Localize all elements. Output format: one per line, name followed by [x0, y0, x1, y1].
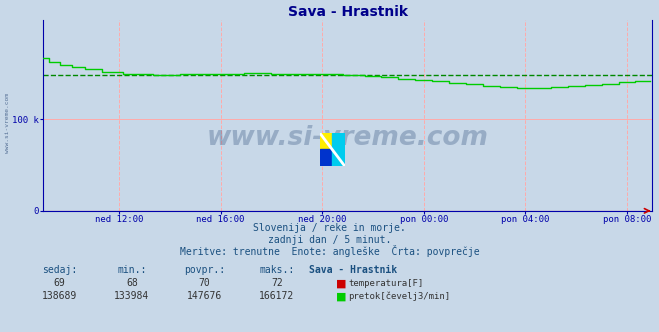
Title: Sava - Hrastnik: Sava - Hrastnik — [287, 5, 408, 19]
Text: Meritve: trenutne  Enote: angleške  Črta: povprečje: Meritve: trenutne Enote: angleške Črta: … — [180, 245, 479, 257]
Text: zadnji dan / 5 minut.: zadnji dan / 5 minut. — [268, 235, 391, 245]
Text: 147676: 147676 — [186, 291, 222, 301]
Text: 69: 69 — [53, 278, 65, 288]
Text: 133984: 133984 — [114, 291, 150, 301]
Text: ■: ■ — [336, 278, 347, 288]
Text: www.si-vreme.com: www.si-vreme.com — [5, 93, 11, 153]
Text: 138689: 138689 — [42, 291, 77, 301]
Text: pretok[čevelj3/min]: pretok[čevelj3/min] — [348, 292, 450, 301]
Text: maks.:: maks.: — [259, 265, 295, 275]
Text: ■: ■ — [336, 291, 347, 301]
Text: www.si-vreme.com: www.si-vreme.com — [207, 125, 488, 151]
Text: Slovenija / reke in morje.: Slovenija / reke in morje. — [253, 223, 406, 233]
Text: sedaj:: sedaj: — [42, 265, 77, 275]
Text: povpr.:: povpr.: — [184, 265, 225, 275]
Bar — [332, 149, 345, 166]
Bar — [320, 149, 332, 166]
Text: 68: 68 — [126, 278, 138, 288]
Bar — [332, 133, 345, 149]
Text: temperatura[F]: temperatura[F] — [348, 279, 423, 288]
Text: min.:: min.: — [117, 265, 146, 275]
Text: 166172: 166172 — [259, 291, 295, 301]
Text: 70: 70 — [198, 278, 210, 288]
Bar — [320, 133, 332, 149]
Text: Sava - Hrastnik: Sava - Hrastnik — [308, 265, 397, 275]
Text: 72: 72 — [271, 278, 283, 288]
